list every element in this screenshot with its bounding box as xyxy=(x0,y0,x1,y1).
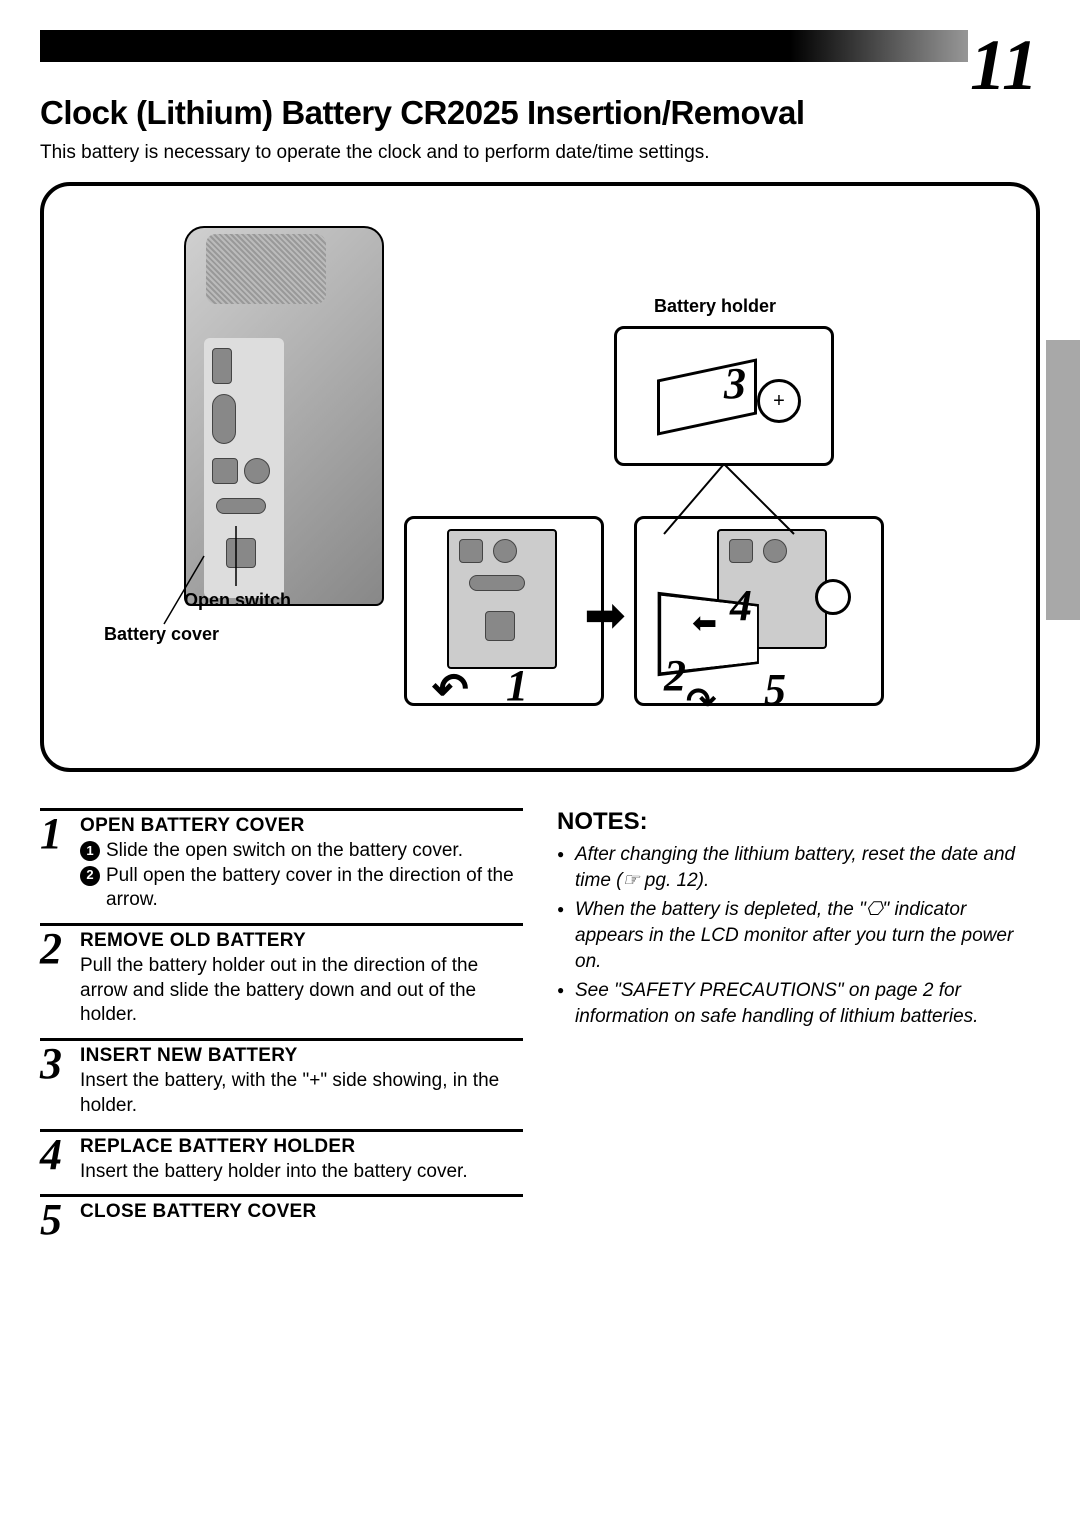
step-number: 4 xyxy=(40,1136,80,1185)
step-title: OPEN BATTERY COVER xyxy=(80,815,523,837)
substep: 2 Pull open the battery cover in the dir… xyxy=(80,864,523,913)
step-title: CLOSE BATTERY COVER xyxy=(80,1201,523,1223)
note-item: See "SAFETY PRECAUTIONS" on page 2 for i… xyxy=(557,978,1040,1029)
page-title: Clock (Lithium) Battery CR2025 Insertion… xyxy=(40,94,1040,132)
step-text: Pull the battery holder out in the direc… xyxy=(80,954,523,1028)
note-item: After changing the lithium battery, rese… xyxy=(557,842,1040,893)
diagram-callout-4: 4 xyxy=(730,580,752,631)
arrow-curve-icon: ↶ xyxy=(432,664,469,715)
step-5: 5 CLOSE BATTERY COVER xyxy=(40,1194,523,1238)
substep-text: Slide the open switch on the battery cov… xyxy=(106,839,463,864)
camera-button xyxy=(729,539,753,563)
diagram-callout-2: 2 xyxy=(664,650,686,701)
page-header: 11 xyxy=(40,30,1040,86)
notes-heading: NOTES: xyxy=(557,808,1040,836)
notes-column: NOTES: After changing the lithium batter… xyxy=(557,808,1040,1249)
step-title: INSERT NEW BATTERY xyxy=(80,1045,523,1067)
diagram-callout-5: 5 xyxy=(764,664,786,715)
camera-button xyxy=(763,539,787,563)
diagram-illustration: Open switch Battery cover Battery holder… xyxy=(40,182,1040,772)
diagram-label-battery-cover: Battery cover xyxy=(104,624,219,645)
step-number: 1 xyxy=(40,815,80,913)
substep-number-icon: 1 xyxy=(80,841,100,861)
camera-button xyxy=(459,539,483,563)
substep-number-icon: 2 xyxy=(80,866,100,886)
header-bar-gradient xyxy=(40,30,1040,62)
camera-button xyxy=(212,348,232,384)
arrow-right-icon: ➡ xyxy=(584,586,626,644)
diagram-callout-1: 1 xyxy=(506,660,528,711)
diagram-label-battery-holder: Battery holder xyxy=(654,296,776,317)
camera-button xyxy=(469,575,525,591)
step-text: Insert the battery, with the "+" side sh… xyxy=(80,1069,523,1118)
steps-column: 1 OPEN BATTERY COVER 1 Slide the open sw… xyxy=(40,808,523,1249)
camera-button xyxy=(212,394,236,444)
step-4: 4 REPLACE BATTERY HOLDER Insert the batt… xyxy=(40,1129,523,1185)
step-number: 3 xyxy=(40,1045,80,1118)
arrow-left-icon: ⬅ xyxy=(692,606,717,641)
leader-line-icon xyxy=(144,526,324,626)
camera-button xyxy=(244,458,270,484)
step-title: REMOVE OLD BATTERY xyxy=(80,930,523,952)
camera-button xyxy=(216,498,266,514)
step-1: 1 OPEN BATTERY COVER 1 Slide the open sw… xyxy=(40,808,523,913)
step-2: 2 REMOVE OLD BATTERY Pull the battery ho… xyxy=(40,923,523,1028)
substep-text: Pull open the battery cover in the direc… xyxy=(106,864,523,913)
camera-button xyxy=(212,458,238,484)
page-number: 11 xyxy=(968,24,1040,107)
leader-line-icon xyxy=(634,464,834,538)
arrow-curve-icon: ↷ xyxy=(686,680,716,722)
battery-coin-icon xyxy=(815,579,851,615)
camera-button xyxy=(493,539,517,563)
step-number: 2 xyxy=(40,930,80,1028)
page-side-tab xyxy=(1046,340,1080,620)
intro-text: This battery is necessary to operate the… xyxy=(40,142,1040,164)
battery-coin-icon: + xyxy=(757,379,801,423)
step-text: Insert the battery holder into the batte… xyxy=(80,1160,523,1185)
camera-switch-icon xyxy=(485,611,515,641)
note-item: When the battery is depleted, the "⎔" in… xyxy=(557,897,1040,974)
step-3: 3 INSERT NEW BATTERY Insert the battery,… xyxy=(40,1038,523,1118)
step-number: 5 xyxy=(40,1201,80,1238)
step-title: REPLACE BATTERY HOLDER xyxy=(80,1136,523,1158)
camera-speaker-grille xyxy=(206,234,326,304)
camera-bottom-shape xyxy=(447,529,557,669)
content-columns: 1 OPEN BATTERY COVER 1 Slide the open sw… xyxy=(40,808,1040,1249)
notes-list: After changing the lithium battery, rese… xyxy=(557,842,1040,1029)
diagram-callout-3: 3 xyxy=(724,358,746,409)
substep: 1 Slide the open switch on the battery c… xyxy=(80,839,523,864)
